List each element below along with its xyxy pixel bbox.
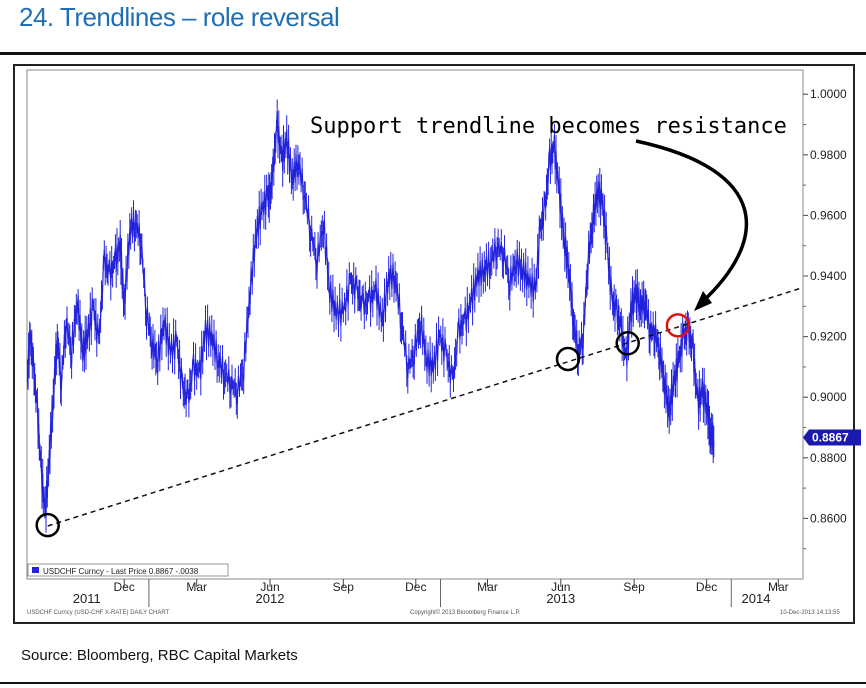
- x-tick-label: Jun: [551, 580, 570, 594]
- x-year-label: 2014: [742, 591, 771, 606]
- legend-swatch: [32, 567, 39, 573]
- y-tick-label: 0.8800: [810, 451, 847, 465]
- y-tick-label: 0.9600: [810, 208, 847, 222]
- last-price-tag: 0.8867: [803, 429, 861, 446]
- y-tick-label: 0.9200: [810, 330, 847, 344]
- trendline-layer: [47, 286, 804, 527]
- y-tick-label: 0.8600: [810, 511, 847, 525]
- title-divider: [0, 52, 866, 55]
- marker-support-break-aug: [615, 331, 640, 356]
- last-price-box: [803, 429, 861, 446]
- bottom-divider: [0, 682, 866, 684]
- legend-label: USDCHF Curncy - Last Price 0.8867 -.0038: [43, 567, 199, 576]
- annotation-text: Support trendline becomes resistance: [310, 114, 787, 139]
- y-tick-label: 0.9400: [810, 269, 847, 283]
- chart-legend: USDCHF Curncy - Last Price 0.8867 -.0038: [27, 563, 229, 577]
- marker-support-low: [35, 512, 60, 538]
- x-tick-label: Dec: [405, 580, 426, 594]
- marker-support-touch-jun: [555, 346, 581, 372]
- y-axis: 1.0000 0.9800 0.9600 0.9400 0.9200 0.9000 0.88…: [803, 87, 847, 550]
- x-tick-label: Mar: [477, 580, 498, 594]
- slide-title: 24. Trendlines – role reversal: [19, 2, 340, 32]
- series-layer: [27, 99, 715, 533]
- last-price-label: 0.8867: [812, 431, 849, 445]
- source-note: Source: Bloomberg, RBC Capital Markets: [21, 647, 298, 664]
- x-axis: Dec Mar Jun Sep Dec Mar Jun Sep Dec Mar 2011 2012 20…: [73, 579, 789, 607]
- x-tick-label: Mar: [768, 580, 789, 594]
- y-tick-label: 0.9000: [810, 390, 847, 404]
- x-tick-label: Sep: [623, 580, 645, 594]
- x-tick-label: Dec: [696, 580, 717, 594]
- y-tick-label: 1.0000: [810, 87, 847, 101]
- chart-footer-center: Copyright© 2013 Bloomberg Finance L.P.: [410, 609, 521, 616]
- y-tick-label: 0.9800: [810, 148, 847, 162]
- annotation-arrowhead: [694, 291, 712, 311]
- x-year-label: 2013: [546, 591, 575, 606]
- chart-footer-left: USDCHF Curncy (USD-CHF X-RATE) DAILY CHA…: [27, 610, 170, 616]
- x-tick-label: Jun: [260, 580, 279, 594]
- annotation-arrow: [635, 139, 748, 306]
- x-year-label: 2011: [73, 591, 101, 606]
- x-tick-label: Dec: [114, 580, 135, 594]
- x-tick-label: Sep: [333, 580, 355, 594]
- x-year-label: 2012: [256, 591, 285, 606]
- x-tick-label: Mar: [186, 580, 207, 594]
- marker-layer: [35, 313, 691, 538]
- trendline: [47, 286, 804, 527]
- marker-resistance-retest: [665, 313, 691, 338]
- chart-footer-right: 10-Dec-2013 14:13:55: [780, 610, 840, 616]
